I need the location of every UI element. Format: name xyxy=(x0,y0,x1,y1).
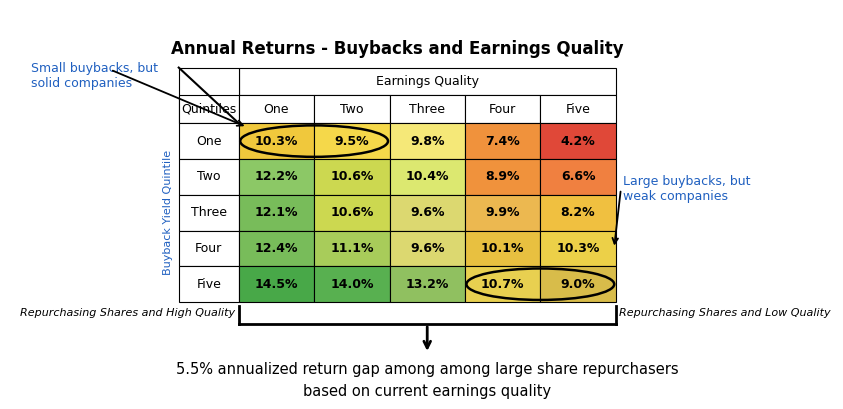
Bar xyxy=(465,123,540,159)
Bar xyxy=(540,266,615,302)
Text: 10.7%: 10.7% xyxy=(481,278,524,291)
Bar xyxy=(179,159,239,195)
Text: 9.9%: 9.9% xyxy=(486,206,520,219)
Bar xyxy=(314,95,389,123)
Bar xyxy=(389,159,465,195)
Bar xyxy=(465,195,540,231)
Bar xyxy=(465,159,540,195)
Bar xyxy=(314,231,389,266)
Text: 10.6%: 10.6% xyxy=(330,171,373,183)
Bar xyxy=(465,95,540,123)
Bar xyxy=(540,195,615,231)
Text: 6.6%: 6.6% xyxy=(561,171,595,183)
Bar xyxy=(179,123,239,159)
Bar xyxy=(239,231,314,266)
Bar xyxy=(179,231,239,266)
Text: Annual Returns - Buybacks and Earnings Quality: Annual Returns - Buybacks and Earnings Q… xyxy=(171,40,624,58)
Bar xyxy=(540,159,615,195)
Bar xyxy=(314,195,389,231)
Text: Small buybacks, but
solid companies: Small buybacks, but solid companies xyxy=(31,62,158,90)
Text: 12.1%: 12.1% xyxy=(255,206,298,219)
Text: Repurchasing Shares and High Quality: Repurchasing Shares and High Quality xyxy=(20,308,235,318)
Text: Five: Five xyxy=(196,278,221,291)
Text: Quintiles: Quintiles xyxy=(181,103,236,116)
Text: 9.6%: 9.6% xyxy=(410,242,444,255)
Bar xyxy=(314,123,389,159)
Text: One: One xyxy=(264,103,289,116)
Text: One: One xyxy=(196,135,222,148)
Text: 10.3%: 10.3% xyxy=(556,242,599,255)
Text: Five: Five xyxy=(566,103,590,116)
Bar xyxy=(179,95,239,123)
Text: 10.3%: 10.3% xyxy=(255,135,298,148)
Text: 7.4%: 7.4% xyxy=(486,135,520,148)
Text: Buyback Yield Quintile: Buyback Yield Quintile xyxy=(164,150,174,275)
Text: 13.2%: 13.2% xyxy=(405,278,449,291)
Bar xyxy=(389,95,465,123)
Text: Three: Three xyxy=(409,103,445,116)
Text: Repurchasing Shares and Low Quality: Repurchasing Shares and Low Quality xyxy=(619,308,831,318)
Text: Large buybacks, but
weak companies: Large buybacks, but weak companies xyxy=(623,175,750,203)
Text: Four: Four xyxy=(489,103,516,116)
Text: 14.5%: 14.5% xyxy=(255,278,298,291)
Text: 10.4%: 10.4% xyxy=(405,171,449,183)
Bar xyxy=(239,159,314,195)
Bar xyxy=(540,95,615,123)
Text: 11.1%: 11.1% xyxy=(330,242,373,255)
Bar xyxy=(239,123,314,159)
Text: 12.4%: 12.4% xyxy=(255,242,298,255)
Bar xyxy=(179,67,239,123)
Bar xyxy=(389,195,465,231)
Text: Four: Four xyxy=(195,242,223,255)
Text: 9.6%: 9.6% xyxy=(410,206,444,219)
Bar xyxy=(540,231,615,266)
Text: Three: Three xyxy=(191,206,227,219)
Bar xyxy=(314,266,389,302)
Text: 9.5%: 9.5% xyxy=(335,135,369,148)
Text: 8.2%: 8.2% xyxy=(561,206,595,219)
Bar xyxy=(179,266,239,302)
Bar xyxy=(239,67,615,95)
Bar xyxy=(389,266,465,302)
Bar xyxy=(540,123,615,159)
Text: 9.8%: 9.8% xyxy=(410,135,444,148)
Text: 10.6%: 10.6% xyxy=(330,206,373,219)
Bar xyxy=(389,123,465,159)
Text: 5.5% annualized return gap among among large share repurchasers
based on current: 5.5% annualized return gap among among l… xyxy=(176,362,679,399)
Text: Two: Two xyxy=(197,171,221,183)
Text: 8.9%: 8.9% xyxy=(486,171,520,183)
Bar xyxy=(239,195,314,231)
Text: Earnings Quality: Earnings Quality xyxy=(376,75,479,88)
Text: 14.0%: 14.0% xyxy=(330,278,373,291)
Bar xyxy=(239,95,314,123)
Bar xyxy=(239,266,314,302)
Bar xyxy=(389,231,465,266)
Bar xyxy=(179,195,239,231)
Text: 10.1%: 10.1% xyxy=(481,242,524,255)
Bar xyxy=(465,266,540,302)
Text: 4.2%: 4.2% xyxy=(561,135,595,148)
Text: 12.2%: 12.2% xyxy=(255,171,298,183)
Bar xyxy=(465,231,540,266)
Text: 9.0%: 9.0% xyxy=(561,278,595,291)
Text: Two: Two xyxy=(340,103,363,116)
Bar xyxy=(314,159,389,195)
